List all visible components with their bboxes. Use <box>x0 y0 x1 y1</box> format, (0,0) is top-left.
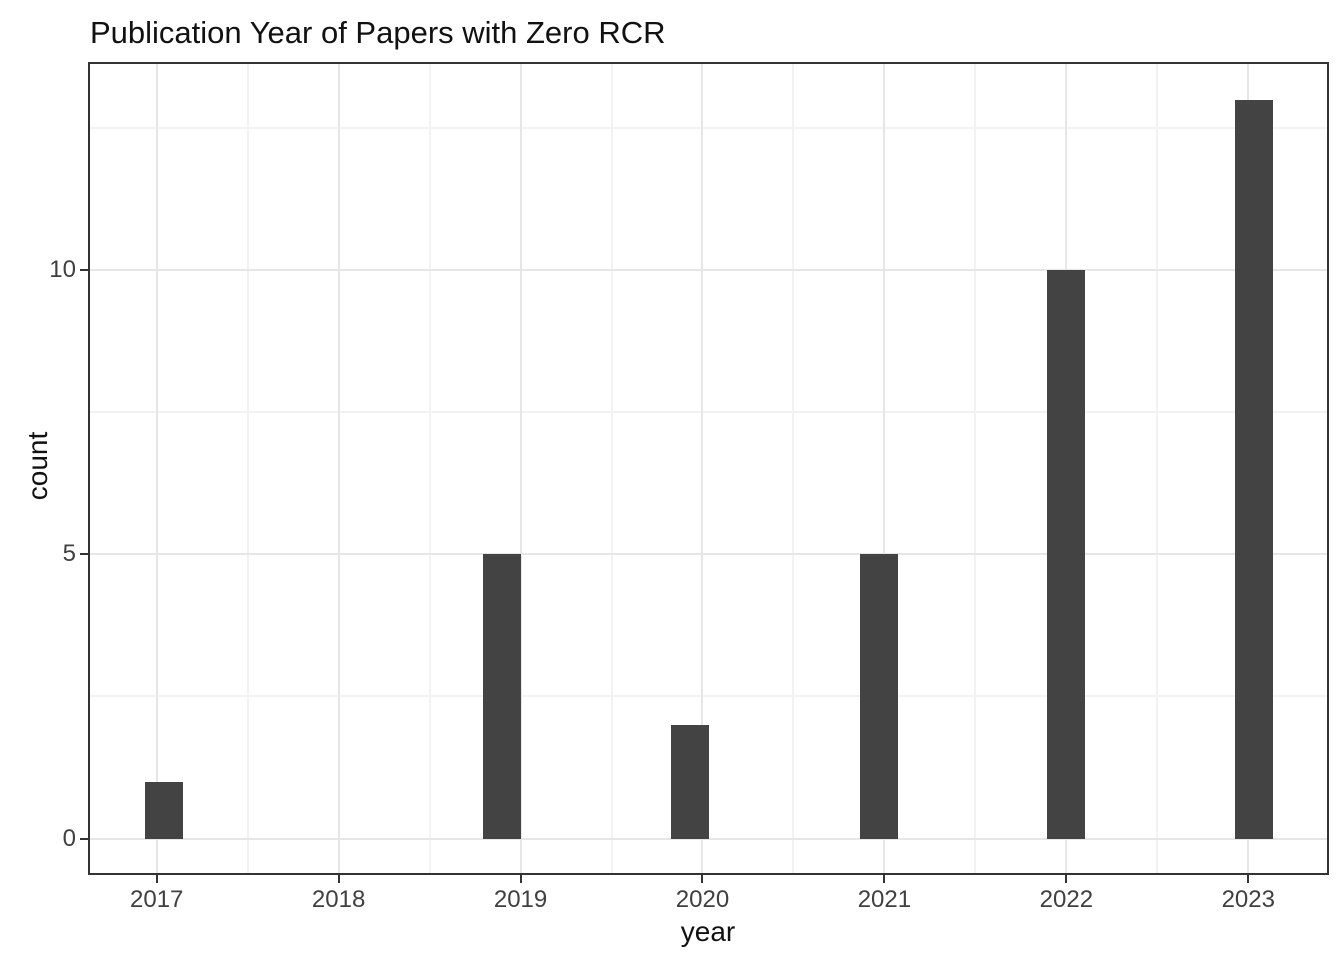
x-tick <box>883 875 886 883</box>
y-tick <box>80 269 88 272</box>
x-tick <box>337 875 340 883</box>
x-major-gridline <box>519 62 522 875</box>
x-tick <box>1247 875 1250 883</box>
x-major-gridline <box>883 62 886 875</box>
x-minor-gridline <box>1156 62 1159 875</box>
x-tick-label: 2022 <box>1039 886 1094 913</box>
x-minor-gridline <box>974 62 977 875</box>
x-tick <box>519 875 522 883</box>
histogram-bar-2017 <box>145 781 183 839</box>
x-major-gridline <box>155 62 158 875</box>
y-minor-gridline <box>88 695 1329 698</box>
x-tick-label: 2018 <box>311 886 366 913</box>
x-tick-label: 2020 <box>675 886 730 913</box>
y-tick-label: 0 <box>62 824 76 852</box>
histogram-bar-2020 <box>670 724 709 839</box>
x-tick-label: 2019 <box>493 886 548 913</box>
x-tick-label: 2017 <box>129 886 184 913</box>
y-tick <box>80 837 88 840</box>
histogram-bar-2023 <box>1234 99 1273 839</box>
x-tick-label: 2023 <box>1221 886 1275 913</box>
chart-title: Publication Year of Papers with Zero RCR <box>90 15 666 50</box>
x-tick <box>155 875 158 883</box>
x-axis-title: year <box>680 916 736 947</box>
y-tick-label: 10 <box>49 256 76 284</box>
x-minor-gridline <box>428 62 431 875</box>
y-tick <box>80 553 88 556</box>
x-tick <box>701 875 704 883</box>
y-minor-gridline <box>88 126 1329 129</box>
x-tick <box>1065 875 1068 883</box>
x-minor-gridline <box>246 62 249 875</box>
plot-panel <box>88 62 1329 875</box>
y-major-gridline <box>88 269 1329 272</box>
histogram-bar-2019 <box>483 554 522 839</box>
x-major-gridline <box>701 62 704 875</box>
y-major-gridline <box>88 553 1329 556</box>
histogram-bar-2022 <box>1047 270 1086 839</box>
x-major-gridline <box>337 62 340 875</box>
y-major-gridline <box>88 837 1329 840</box>
y-tick-label: 5 <box>62 540 76 568</box>
x-minor-gridline <box>610 62 613 875</box>
y-axis-title: count <box>22 431 53 501</box>
x-tick-label: 2021 <box>857 886 912 913</box>
y-minor-gridline <box>88 411 1329 414</box>
histogram-bar-2021 <box>860 554 898 839</box>
x-minor-gridline <box>792 62 795 875</box>
